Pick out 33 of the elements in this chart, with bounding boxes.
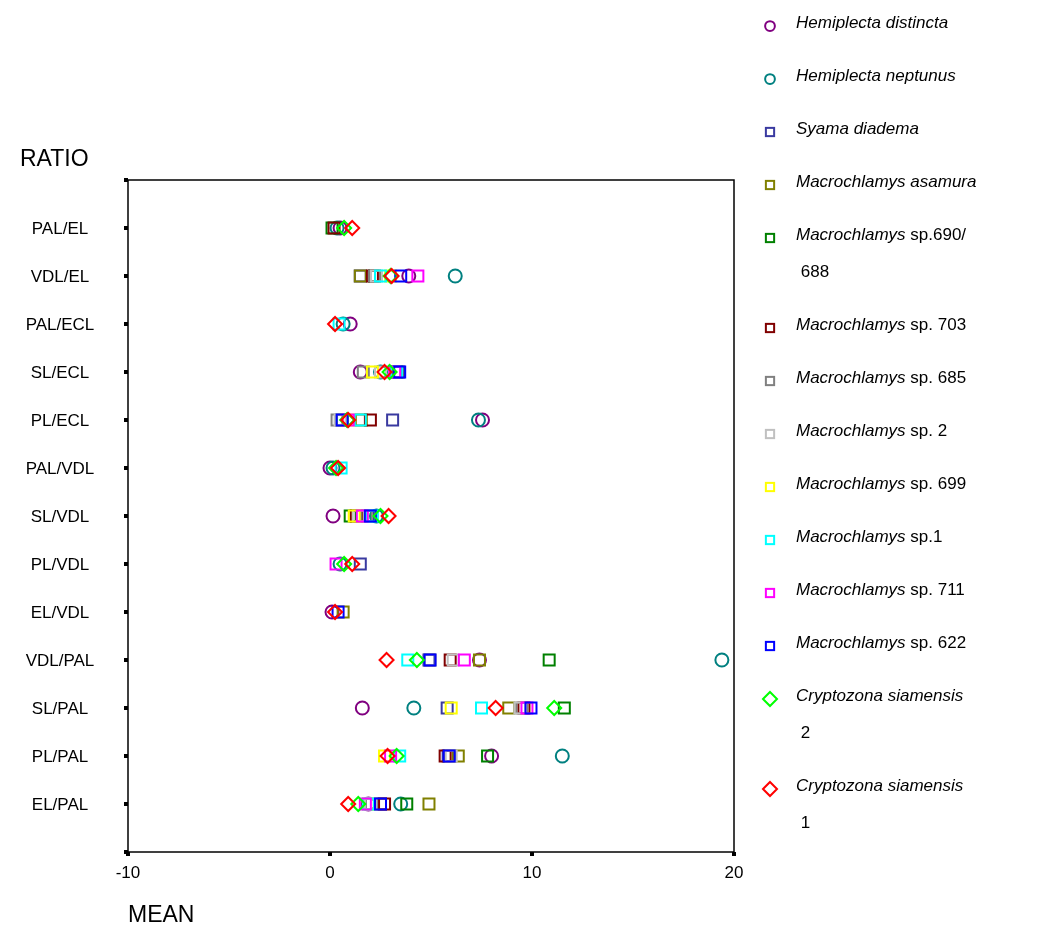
legend-label: Macrochlamys sp. 699 — [796, 473, 967, 493]
legend-label: Macrochlamys sp. 685 — [796, 367, 967, 387]
legend-label: Macrochlamys sp. 622 — [796, 632, 967, 652]
y-tick-label: EL/VDL — [30, 602, 90, 622]
y-tick-label: VDL/EL — [30, 266, 90, 286]
y-tick-label: PAL/EL — [31, 218, 89, 238]
text: Cryptozona siamensis 2 — [796, 685, 964, 742]
legend-label: Macrochlamys sp. 2 — [796, 420, 948, 440]
y-tick-label: VDL/PAL — [25, 650, 95, 670]
x-tick-label: 10 — [522, 863, 542, 882]
x-tick-label: 20 — [724, 863, 744, 882]
y-tick-label: EL/PAL — [31, 794, 89, 814]
text: Cryptozona siamensis 1 — [796, 775, 964, 832]
y-tick-label: SL/PAL — [31, 698, 89, 718]
y-tick-label: PAL/ECL — [25, 314, 95, 334]
y-tick-label: SL/VDL — [30, 506, 90, 526]
legend-label: Macrochlamys sp. 703 — [796, 314, 967, 334]
x-tick-label: -10 — [115, 863, 141, 882]
legend-label: Macrochlamys sp.1 — [796, 526, 943, 546]
y-tick-label: PL/PAL — [31, 746, 89, 766]
y-tick-label: PL/ECL — [30, 410, 90, 430]
y-axis-title: RATIO — [20, 145, 89, 171]
legend-label: Hemiplecta neptunus — [796, 65, 957, 85]
y-tick-label: PL/VDL — [30, 554, 90, 574]
legend-label: Hemiplecta distincta — [796, 12, 949, 32]
x-tick-label: 0 — [325, 863, 335, 882]
legend-label: Macrochlamys asamura — [796, 171, 977, 191]
text: Macrochlamys sp.690/ 688 — [796, 224, 967, 281]
legend-label: Syama diadema — [796, 118, 919, 138]
legend-label: Macrochlamys sp. 711 — [796, 579, 965, 599]
y-tick-label: SL/ECL — [30, 362, 90, 382]
x-axis-title: MEAN — [128, 901, 195, 927]
y-tick-label: PAL/VDL — [25, 458, 95, 478]
